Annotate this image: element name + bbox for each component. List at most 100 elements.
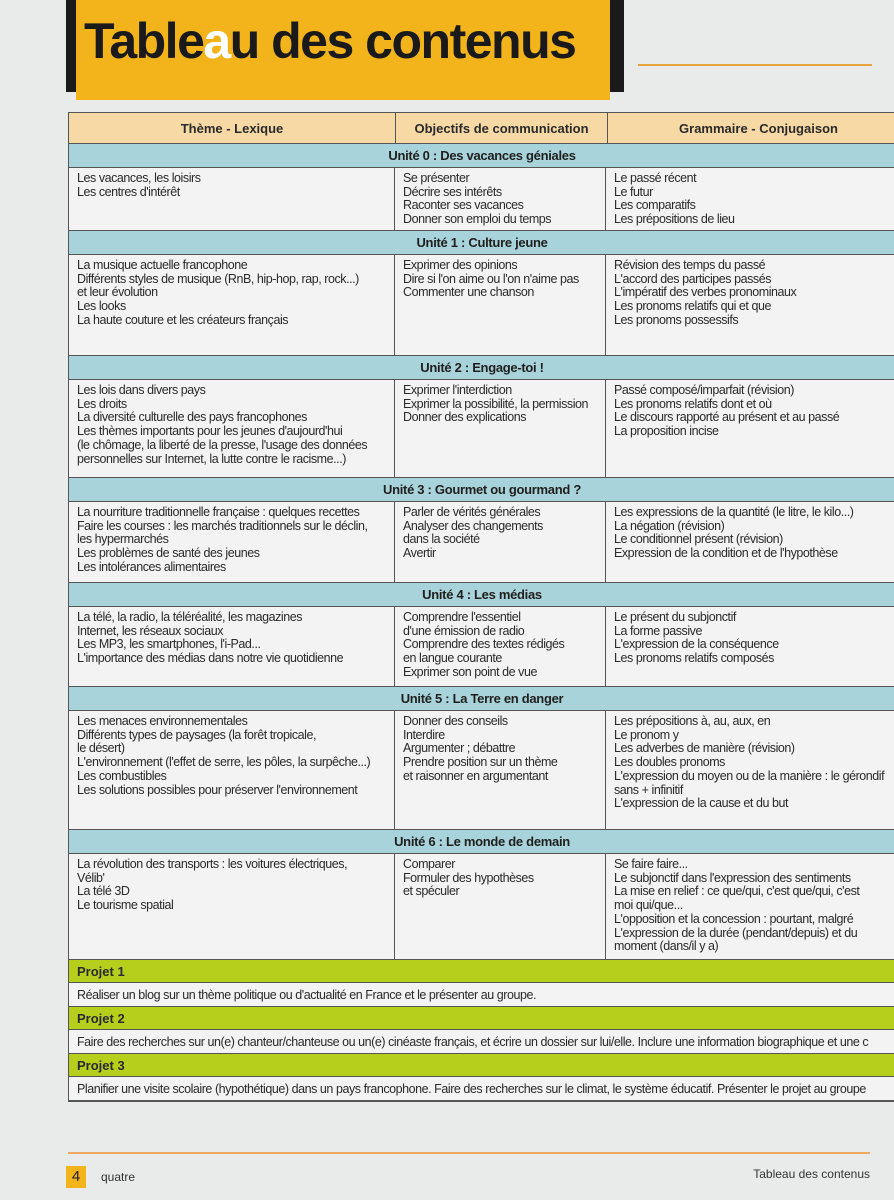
title-rule [638, 64, 872, 66]
unit-row: Les vacances, les loisirs Les centres d'i… [69, 168, 894, 231]
cell-line: Vélib' [77, 870, 105, 885]
title-part: Table [84, 13, 205, 69]
cell-line: Exprimer l'interdiction [403, 383, 512, 397]
cell-line: Raconter ses vacances [403, 198, 524, 213]
cell-grammaire: Passé composé/imparfait (révision) Les pr… [606, 380, 894, 477]
cell-grammaire: Les expressions de la quantité (le litre… [606, 502, 894, 582]
unit-row: La révolution des transports : les voitu… [69, 854, 894, 960]
cell-line: Se présenter [403, 171, 470, 185]
cell-line: Le présent du subjonctif [614, 610, 736, 624]
cell-line: Les solutions possibles pour préserver l… [77, 782, 358, 797]
cell-line: Les pronoms relatifs dont et où [614, 396, 772, 411]
cell-line: les hypermarchés [77, 532, 169, 547]
cell-line: Internet, les réseaux sociaux [77, 623, 224, 638]
cell-line: Révision des temps du passé [614, 258, 766, 272]
cell-line: d'une émission de radio [403, 623, 525, 638]
cell-line: La négation (révision) [614, 518, 725, 533]
cell-line: dans la société [403, 532, 480, 547]
cell-line: et leur évolution [77, 285, 158, 300]
cell-theme: La musique actuelle francophone Différent… [69, 255, 395, 355]
unit-title: Unité 5 : La Terre en danger [69, 687, 894, 711]
cell-line: le désert) [77, 741, 125, 756]
cell-grammaire: Se faire faire... Le subjonctif dans l'ex… [606, 854, 894, 959]
cell-line: Les prépositions de lieu [614, 212, 735, 227]
cell-theme: Les lois dans divers pays Les droits La di… [69, 380, 395, 477]
cell-objectifs: Exprimer l'interdiction Exprimer la possi… [395, 380, 606, 477]
project-title: Projet 1 [69, 960, 894, 983]
cell-line: Les problèmes de santé des jeunes [77, 546, 260, 561]
cell-objectifs: Donner des conseils Interdire Argumenter ;… [395, 711, 606, 829]
cell-line: Comprendre des textes rédigés [403, 637, 565, 652]
cell-line: Analyser des changements [403, 518, 543, 533]
cell-line: Comprendre l'essentiel [403, 610, 521, 624]
cell-theme: Les vacances, les loisirs Les centres d'i… [69, 168, 395, 230]
footer-rule [68, 1152, 870, 1154]
unit-title: Unité 3 : Gourmet ou gourmand ? [69, 478, 894, 502]
cell-line: La haute couture et les créateurs frança… [77, 312, 289, 327]
unit-row: Les menaces environnementales Différents … [69, 711, 894, 830]
cell-line: Les adverbes de manière (révision) [614, 741, 795, 756]
cell-line: L'expression de la durée (pendant/depuis… [614, 925, 858, 940]
cell-line: moi qui/que... [614, 898, 683, 913]
table-header: Thème - Lexique Objectifs de communicati… [69, 113, 894, 144]
unit-title: Unité 0 : Des vacances géniales [69, 144, 894, 168]
cell-line: Exprimer des opinions [403, 258, 518, 272]
contents-table: Thème - Lexique Objectifs de communicati… [68, 112, 894, 1102]
cell-line: Donner des explications [403, 410, 527, 425]
cell-line: Le conditionnel présent (révision) [614, 532, 783, 547]
cell-line: Interdire [403, 727, 445, 742]
cell-line: La diversité culturelle des pays francop… [77, 410, 307, 425]
cell-line: Le discours rapporté au présent et au pa… [614, 410, 840, 425]
cell-line: La nourriture traditionnelle française :… [77, 505, 360, 519]
cell-line: La télé 3D [77, 884, 130, 899]
cell-line: et spéculer [403, 884, 460, 899]
cell-line: Formuler des hypothèses [403, 870, 534, 885]
cell-line: La musique actuelle francophone [77, 258, 248, 272]
cell-line: L'expression du moyen ou de la manière :… [614, 768, 885, 783]
cell-line: La télé, la radio, la téléréalité, les m… [77, 610, 303, 624]
cell-objectifs: Se présenter Décrire ses intérêts Raconter… [395, 168, 606, 230]
cell-line: Exprimer la possibilité, la permission [403, 396, 589, 411]
cell-line: Le subjonctif dans l'expression des sent… [614, 870, 851, 885]
cell-line: en langue courante [403, 651, 502, 666]
cell-line: Exprimer son point de vue [403, 664, 537, 679]
cell-line: Passé composé/imparfait (révision) [614, 383, 794, 397]
cell-line: Avertir [403, 546, 436, 561]
cell-line: Différents types de paysages (la forêt t… [77, 727, 316, 742]
column-header-theme: Thème - Lexique [69, 113, 396, 143]
project-description: Planifier une visite scolaire (hypothéti… [69, 1077, 894, 1101]
unit-title: Unité 1 : Culture jeune [69, 231, 894, 255]
cell-line: Différents styles de musique (RnB, hip-h… [77, 271, 359, 286]
unit-row: La nourriture traditionnelle française :… [69, 502, 894, 583]
cell-line: L'impératif des verbes pronominaux [614, 285, 797, 300]
cell-theme: Les menaces environnementales Différents … [69, 711, 395, 829]
cell-line: Les pronoms relatifs qui et que [614, 299, 771, 314]
cell-line: et raisonner en argumentant [403, 768, 548, 783]
cell-theme: La télé, la radio, la téléréalité, les m… [69, 607, 395, 686]
cell-line: Le tourisme spatial [77, 898, 174, 913]
cell-line: La révolution des transports : les voitu… [77, 857, 348, 871]
column-header-grammaire: Grammaire - Conjugaison [679, 120, 838, 136]
cell-line: personnelles sur Internet, la lutte cont… [77, 451, 346, 466]
running-footer-title: Tableau des contenus [753, 1167, 870, 1181]
page-number-word: quatre [101, 1170, 136, 1184]
cell-line: Décrire ses intérêts [403, 184, 502, 199]
unit-row: Les lois dans divers pays Les droits La di… [69, 380, 894, 478]
page-number: 4 [66, 1166, 86, 1188]
cell-line: L'expression de la cause et du but [614, 796, 789, 811]
cell-line: L'opposition et la concession : pourtant… [614, 911, 854, 926]
unit-row: La télé, la radio, la téléréalité, les m… [69, 607, 894, 687]
cell-line: Dire si l'on aime ou l'on n'aime pas [403, 271, 579, 286]
unit-row: La musique actuelle francophone Différent… [69, 255, 894, 356]
cell-line: Les MP3, les smartphones, l'i-Pad... [77, 637, 261, 652]
cell-objectifs: Exprimer des opinions Dire si l'on aime o… [395, 255, 606, 355]
cell-line: La forme passive [614, 623, 702, 638]
cell-line: Commenter une chanson [403, 285, 534, 300]
cell-line: Faire les courses : les marchés traditio… [77, 518, 368, 533]
cell-line: Les intolérances alimentaires [77, 559, 226, 574]
cell-grammaire: Les prépositions à, au, aux, en Le pronom… [606, 711, 894, 829]
cell-objectifs: Comparer Formuler des hypothèses et spécul… [395, 854, 606, 959]
cell-line: Se faire faire... [614, 857, 688, 871]
cell-line: Le passé récent [614, 171, 697, 185]
cell-line: Argumenter ; débattre [403, 741, 516, 756]
